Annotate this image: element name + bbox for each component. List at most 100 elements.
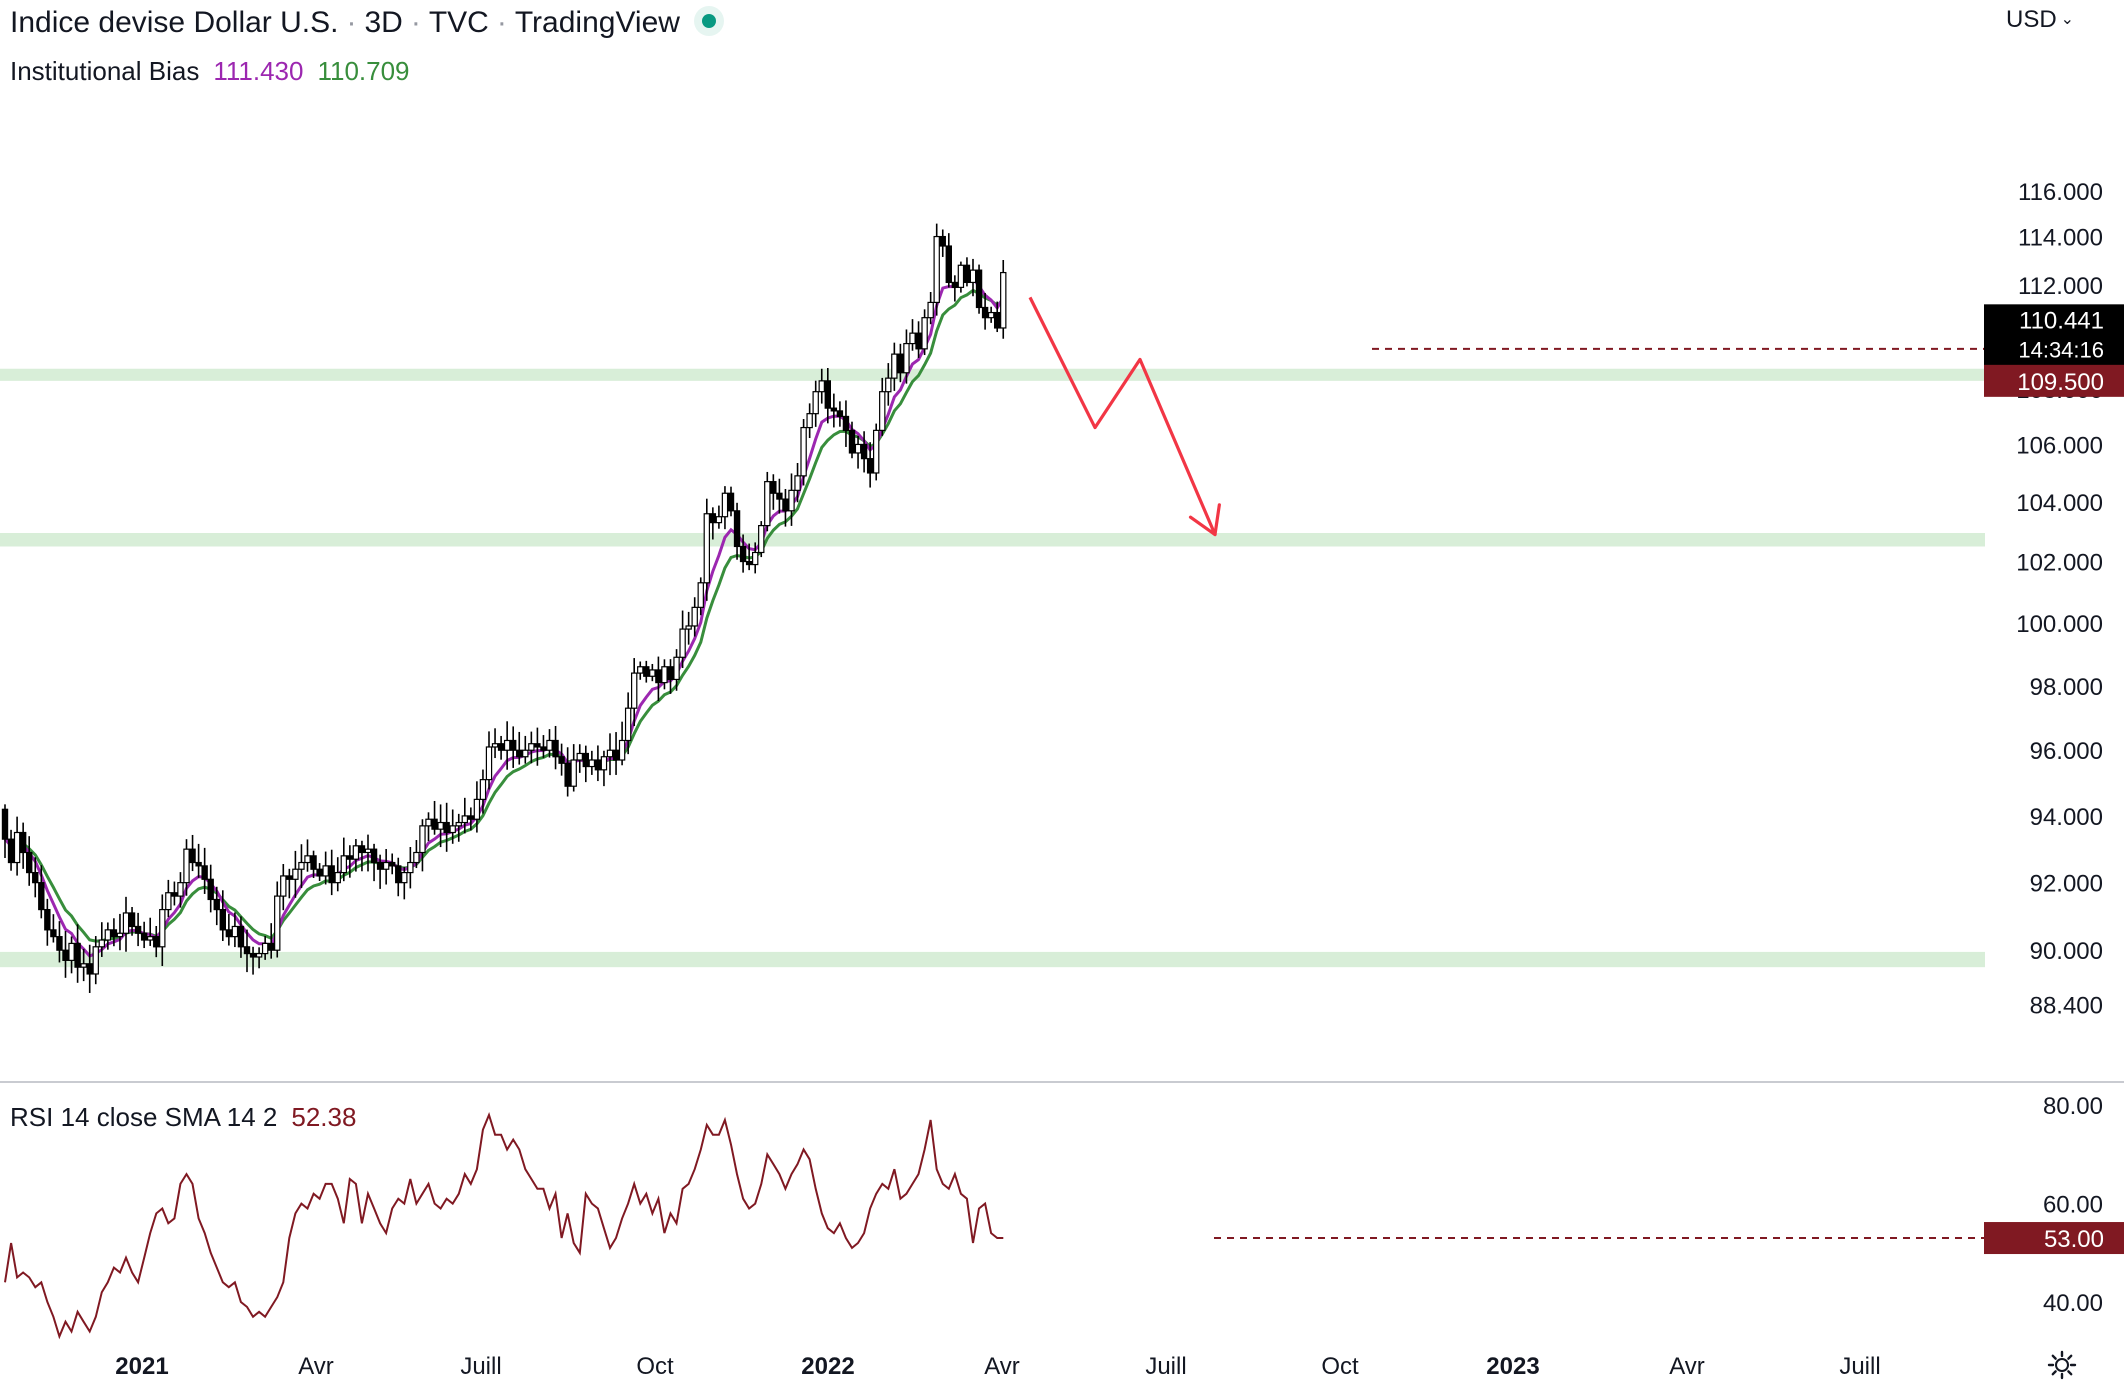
candle-body	[830, 407, 838, 412]
candle-body	[134, 925, 142, 934]
candle-body	[80, 963, 87, 968]
candle	[733, 502, 741, 560]
candle-body	[945, 245, 953, 284]
candle-body	[159, 908, 166, 948]
candle	[546, 729, 553, 758]
candle-body	[328, 865, 335, 884]
institutional-bias-slow-line	[4, 288, 1005, 943]
candle	[62, 931, 69, 978]
candle-body	[673, 656, 680, 681]
candle	[128, 907, 136, 936]
candle	[407, 846, 414, 889]
candle	[818, 368, 825, 404]
candle-body	[715, 516, 723, 524]
candle-body	[957, 264, 965, 288]
time-tick-label: Juill	[460, 1353, 501, 1380]
candle	[195, 843, 202, 878]
candle	[153, 925, 160, 958]
candle	[56, 921, 63, 963]
candle-body	[528, 743, 535, 751]
candle-body	[389, 861, 396, 867]
candle-body	[322, 865, 329, 877]
interval[interactable]: 3D	[364, 6, 403, 39]
candle	[806, 403, 813, 439]
candle	[963, 257, 971, 287]
candle	[382, 849, 390, 885]
candle	[624, 692, 632, 755]
support-zones	[0, 368, 1985, 968]
candle-body	[431, 818, 438, 830]
candle	[316, 863, 323, 881]
candle-body	[280, 875, 287, 897]
candle	[643, 660, 650, 683]
candle-body	[788, 489, 795, 512]
rsi-tick-label: 80.00	[2043, 1093, 2103, 1120]
candle	[116, 913, 124, 951]
candle-body	[153, 936, 160, 948]
candle-body	[219, 908, 226, 931]
candle-body	[268, 942, 275, 951]
rsi-line	[4, 1112, 1004, 1340]
time-tick-label: Juill	[1145, 1353, 1186, 1380]
last-price-label-bg	[1984, 304, 2124, 369]
currency-label: USD	[2006, 6, 2057, 33]
candle	[207, 864, 214, 913]
candle	[370, 843, 378, 882]
candle	[540, 735, 547, 758]
separator: ·	[410, 6, 421, 39]
rsi-axis: 40.00 60.00 80.00	[2043, 1093, 2103, 1317]
candle	[691, 597, 698, 637]
candle-body	[975, 269, 983, 309]
candle	[13, 816, 21, 876]
candle	[794, 462, 801, 503]
candle-body	[939, 235, 946, 247]
candle-body	[866, 458, 874, 474]
candle-body	[249, 952, 257, 958]
candle	[443, 802, 450, 852]
time-tick-label: Avr	[984, 1353, 1020, 1380]
candle-body	[503, 739, 511, 751]
candle	[491, 728, 499, 759]
candle	[522, 735, 529, 764]
candle	[836, 401, 844, 427]
candle	[558, 743, 565, 776]
candle	[1000, 260, 1007, 339]
candle-body	[1, 808, 9, 840]
candle	[751, 542, 759, 574]
candle-body	[860, 443, 868, 460]
candle	[800, 419, 807, 486]
candle	[467, 807, 475, 831]
candle	[576, 744, 583, 773]
rsi-legend[interactable]: RSI 14 close SMA 14 2 52.38	[10, 1102, 356, 1133]
candle	[479, 769, 487, 814]
currency-selector[interactable]: USD ⌄	[2006, 6, 2074, 34]
candle	[516, 731, 523, 765]
symbol-title[interactable]: Indice devise Dollar U.S. · 3D · TVC · Trading…	[10, 6, 716, 40]
candle	[364, 834, 372, 872]
candle-body	[237, 925, 245, 948]
candle-body	[903, 342, 910, 374]
candle	[189, 834, 196, 872]
candle	[68, 936, 75, 974]
gear-icon[interactable]	[2047, 1350, 2077, 1380]
indicator-legend[interactable]: Institutional Bias 111.430 110.709	[10, 56, 410, 87]
candle-body	[510, 739, 517, 751]
candle-body	[261, 942, 269, 955]
candle-body	[558, 756, 565, 764]
candle	[618, 721, 626, 766]
candle	[255, 947, 263, 969]
candle-body	[745, 560, 753, 566]
candle-body	[274, 895, 281, 951]
candle-body	[854, 443, 862, 454]
candle-body	[570, 759, 577, 787]
candle	[497, 735, 505, 760]
candle	[891, 342, 898, 391]
candle-body	[909, 332, 916, 345]
market-status-icon[interactable]	[701, 14, 716, 29]
candle-body	[842, 415, 850, 431]
rsi-level-label: 53.00	[2044, 1226, 2104, 1253]
rsi-series	[4, 1112, 1004, 1340]
candle	[745, 543, 753, 571]
candle-body	[171, 892, 178, 897]
